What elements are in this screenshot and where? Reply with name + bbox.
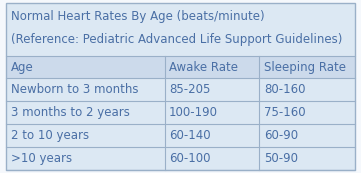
Bar bbox=[165, 101, 260, 124]
Text: 3 months to 2 years: 3 months to 2 years bbox=[11, 106, 130, 119]
Bar bbox=[165, 147, 260, 170]
Text: 75-160: 75-160 bbox=[264, 106, 305, 119]
Text: 100-190: 100-190 bbox=[169, 106, 218, 119]
Text: 2 to 10 years: 2 to 10 years bbox=[11, 129, 89, 142]
Text: (Reference: Pediatric Advanced Life Support Guidelines): (Reference: Pediatric Advanced Life Supp… bbox=[11, 33, 342, 46]
Bar bbox=[6, 3, 355, 56]
Bar bbox=[260, 56, 355, 79]
Text: >10 years: >10 years bbox=[11, 152, 72, 165]
Text: 60-140: 60-140 bbox=[169, 129, 211, 142]
Bar bbox=[6, 56, 165, 79]
Text: Sleeping Rate: Sleeping Rate bbox=[264, 61, 346, 74]
Text: 80-160: 80-160 bbox=[264, 83, 305, 96]
Text: Awake Rate: Awake Rate bbox=[169, 61, 238, 74]
Text: Normal Heart Rates By Age (beats/minute): Normal Heart Rates By Age (beats/minute) bbox=[11, 10, 265, 23]
Bar bbox=[6, 147, 165, 170]
Bar bbox=[165, 124, 260, 147]
Text: Age: Age bbox=[11, 61, 34, 74]
Text: 60-100: 60-100 bbox=[169, 152, 211, 165]
Bar bbox=[6, 79, 165, 101]
Bar bbox=[260, 101, 355, 124]
Text: Newborn to 3 months: Newborn to 3 months bbox=[11, 83, 138, 96]
Bar bbox=[165, 56, 260, 79]
Bar bbox=[6, 124, 165, 147]
Text: 85-205: 85-205 bbox=[169, 83, 210, 96]
Bar bbox=[6, 101, 165, 124]
Bar bbox=[260, 147, 355, 170]
Bar bbox=[260, 124, 355, 147]
Text: 50-90: 50-90 bbox=[264, 152, 298, 165]
Text: 60-90: 60-90 bbox=[264, 129, 298, 142]
Bar bbox=[165, 79, 260, 101]
Bar bbox=[260, 79, 355, 101]
